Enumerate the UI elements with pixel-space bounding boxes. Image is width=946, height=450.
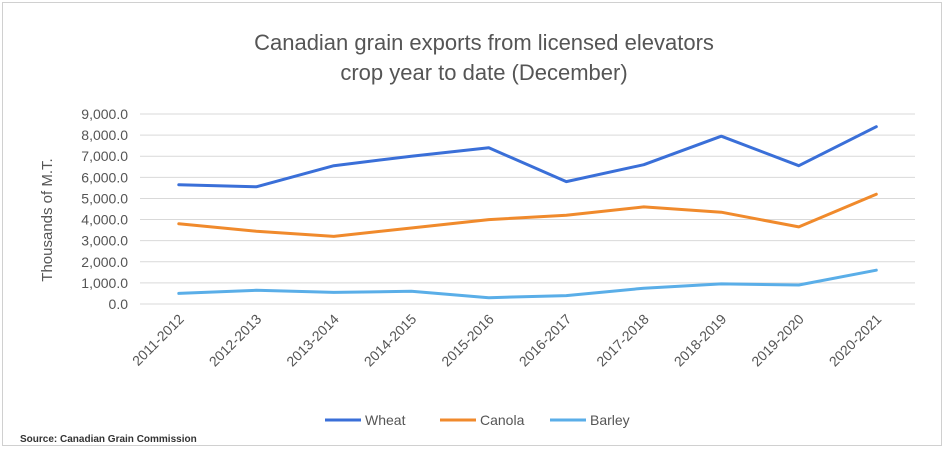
series-line-barley xyxy=(177,268,878,300)
y-tick-label: 1,000.0 xyxy=(81,275,128,291)
x-tick-label: 2017-2018 xyxy=(593,311,652,370)
series-lines xyxy=(177,125,878,300)
x-tick-label: 2019-2020 xyxy=(748,311,807,370)
y-tick-label: 4,000.0 xyxy=(81,212,128,228)
y-tick-label: 9,000.0 xyxy=(81,106,128,122)
x-tick-label: 2015-2016 xyxy=(438,311,497,370)
source-note: Source: Canadian Grain Commission xyxy=(20,434,197,445)
y-tick-labels: 0.0 1,000.0 2,000.0 3,000.0 4,000.0 5,000.0 6,… xyxy=(81,106,128,312)
x-tick-label: 2016-2017 xyxy=(516,311,575,370)
y-tick-label: 0.0 xyxy=(109,296,129,312)
series-line-wheat xyxy=(177,125,878,189)
y-axis-label: Thousands of M.T. xyxy=(39,158,56,281)
chart-title-line-2: crop year to date (December) xyxy=(340,60,627,85)
y-tick-label: 8,000.0 xyxy=(81,127,128,143)
legend-label-wheat: Wheat xyxy=(365,412,406,428)
chart-title-line-1: Canadian grain exports from licensed ele… xyxy=(254,30,714,55)
legend: Wheat Canola Barley xyxy=(325,412,630,428)
x-tick-label: 2013-2014 xyxy=(283,311,342,370)
x-tick-labels: 2011-2012 2012-2013 2013-2014 2014-2015 2015… xyxy=(129,311,885,370)
grid-lines xyxy=(140,113,915,305)
x-tick-label: 2014-2015 xyxy=(361,311,420,370)
series-line-canola xyxy=(177,192,878,238)
y-tick-label: 3,000.0 xyxy=(81,233,128,249)
y-tick-label: 5,000.0 xyxy=(81,190,128,206)
x-tick-label: 2011-2012 xyxy=(129,311,187,369)
legend-label-canola: Canola xyxy=(480,412,525,428)
x-tick-label: 2012-2013 xyxy=(206,311,265,370)
y-tick-label: 7,000.0 xyxy=(81,148,128,164)
y-tick-label: 2,000.0 xyxy=(81,254,128,270)
x-tick-label: 2020-2021 xyxy=(826,311,885,370)
y-tick-label: 6,000.0 xyxy=(81,169,128,185)
x-tick-label: 2018-2019 xyxy=(671,311,730,370)
legend-label-barley: Barley xyxy=(590,412,630,428)
